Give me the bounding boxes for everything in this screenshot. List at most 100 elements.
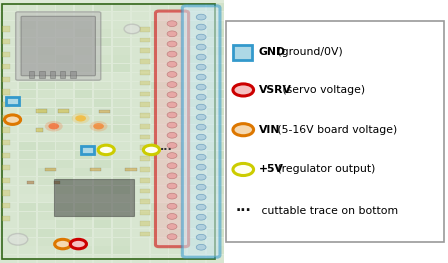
Bar [207, 99, 224, 107]
Bar [94, 151, 111, 159]
FancyBboxPatch shape [21, 16, 95, 76]
Bar [94, 125, 111, 133]
Bar [75, 160, 92, 168]
Bar [207, 38, 224, 46]
Bar [38, 82, 55, 89]
Bar [38, 47, 55, 55]
Bar [38, 246, 55, 254]
Bar [140, 27, 150, 32]
Bar [188, 116, 205, 124]
Circle shape [93, 123, 104, 129]
Bar [207, 3, 224, 11]
Bar [233, 45, 252, 60]
Bar [113, 134, 130, 141]
Circle shape [167, 193, 177, 199]
Bar [75, 134, 92, 141]
Bar [94, 55, 111, 63]
Circle shape [48, 123, 59, 129]
Bar [169, 90, 186, 98]
Bar [151, 64, 168, 72]
Bar [207, 82, 224, 89]
Bar [56, 160, 73, 168]
Bar [151, 177, 168, 185]
Bar [56, 47, 73, 55]
Text: cuttable trace on bottom: cuttable trace on bottom [258, 206, 399, 216]
Bar [56, 220, 73, 228]
Bar [207, 55, 224, 63]
Bar [0, 125, 17, 133]
Bar [169, 212, 186, 220]
Bar [56, 134, 73, 141]
Bar [113, 116, 130, 124]
Circle shape [167, 92, 177, 98]
Bar [19, 177, 36, 185]
Bar [151, 220, 168, 228]
Bar [38, 38, 55, 46]
Bar [0, 12, 17, 20]
Text: ···: ··· [160, 145, 173, 155]
Bar [75, 3, 92, 11]
Bar [140, 167, 150, 172]
Circle shape [75, 115, 86, 122]
Bar [0, 212, 17, 220]
Bar [113, 3, 130, 11]
Bar [75, 21, 92, 29]
Bar [38, 238, 55, 246]
Bar [94, 99, 111, 107]
Circle shape [167, 31, 177, 37]
Bar [113, 73, 130, 81]
Bar [151, 3, 168, 11]
Bar [188, 64, 205, 72]
Bar [132, 47, 149, 55]
Bar [38, 194, 55, 202]
Bar [56, 29, 73, 37]
Bar [188, 108, 205, 115]
Bar [188, 38, 205, 46]
Bar [132, 246, 149, 254]
Bar [140, 145, 150, 150]
Bar [94, 29, 111, 37]
Bar [94, 229, 111, 237]
Bar [151, 21, 168, 29]
Bar [113, 55, 130, 63]
Bar [19, 212, 36, 220]
Bar [188, 29, 205, 37]
Bar [169, 108, 186, 115]
Bar [70, 71, 76, 78]
Bar [19, 229, 36, 237]
Bar [56, 194, 73, 202]
Bar [0, 108, 17, 115]
Bar [207, 203, 224, 211]
Bar [169, 194, 186, 202]
Bar [188, 151, 205, 159]
Bar [99, 110, 110, 113]
Bar [38, 142, 55, 150]
Bar [113, 246, 130, 254]
Circle shape [167, 183, 177, 189]
Bar [94, 38, 111, 46]
Bar [151, 12, 168, 20]
Bar [113, 90, 130, 98]
Text: VSRV: VSRV [258, 85, 291, 95]
Bar [94, 47, 111, 55]
Bar [207, 168, 224, 176]
Bar [2, 203, 10, 208]
Bar [207, 64, 224, 72]
Bar [56, 238, 73, 246]
Bar [188, 246, 205, 254]
Bar [60, 71, 65, 78]
Bar [207, 186, 224, 194]
Bar [113, 99, 130, 107]
Bar [169, 220, 186, 228]
Bar [188, 82, 205, 89]
Bar [19, 99, 36, 107]
Circle shape [4, 115, 21, 124]
Bar [38, 12, 55, 20]
Circle shape [196, 194, 206, 200]
Circle shape [167, 153, 177, 158]
Bar [169, 21, 186, 29]
Bar [94, 90, 111, 98]
Bar [132, 212, 149, 220]
Bar [113, 255, 130, 263]
Bar [19, 12, 36, 20]
